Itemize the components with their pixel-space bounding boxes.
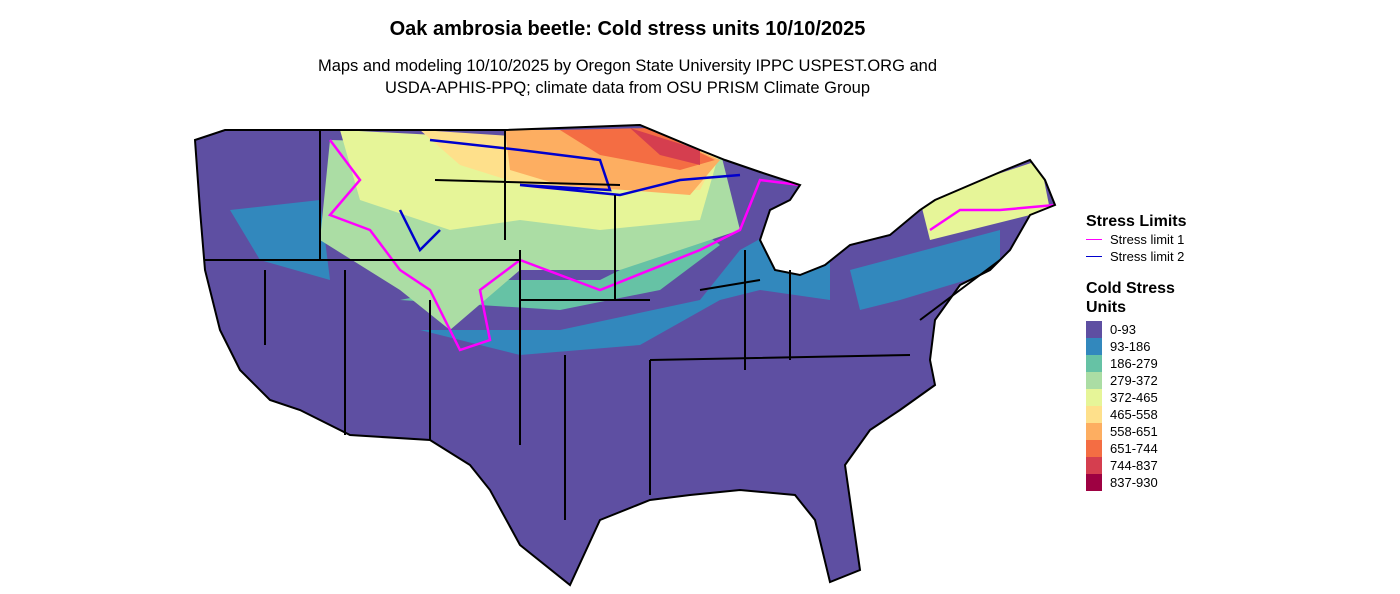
legend-group: 0-93 93-186 186-279 279-372 372-465 465-558 55… bbox=[1086, 321, 1186, 491]
map-title: Oak ambrosia beetle: Cold stress units 1… bbox=[389, 18, 866, 40]
legend-label: 465-558 bbox=[1110, 407, 1158, 422]
legend-swatch bbox=[1086, 338, 1102, 355]
legend-swatch bbox=[1086, 256, 1102, 257]
legend-label: 744-837 bbox=[1110, 458, 1158, 473]
legend-label: Stress limit 1 bbox=[1110, 232, 1185, 247]
map-subtitle: Maps and modeling 10/10/2025 by Oregon S… bbox=[0, 55, 1255, 99]
legend-swatch bbox=[1086, 372, 1102, 389]
subtitle-line: Maps and modeling 10/10/2025 by Oregon S… bbox=[317, 57, 938, 75]
legend-item: 0-93 bbox=[1086, 321, 1186, 338]
limit-line bbox=[398, 209, 441, 253]
legend-swatch bbox=[1086, 389, 1102, 406]
limit-line bbox=[327, 139, 801, 352]
legend-label: 558-651 bbox=[1110, 424, 1158, 439]
legend-swatch bbox=[1086, 440, 1102, 457]
legend-label: 372-465 bbox=[1110, 390, 1158, 405]
legend-label: 279-372 bbox=[1110, 373, 1158, 388]
legend-swatch bbox=[1086, 321, 1102, 338]
legend-label: 651-744 bbox=[1110, 441, 1158, 456]
legend-item: 651-744 bbox=[1086, 440, 1186, 457]
legend-swatch bbox=[1086, 406, 1102, 423]
state-lines bbox=[193, 123, 1057, 587]
legend-swatch bbox=[1086, 474, 1102, 491]
legend-swatch bbox=[1086, 355, 1102, 372]
legend-swatch bbox=[1086, 457, 1102, 474]
legend-title: Cold Stress bbox=[1086, 280, 1175, 297]
us-outline bbox=[193, 123, 1057, 587]
legend-label: 186-279 bbox=[1110, 356, 1158, 371]
limit-line bbox=[929, 203, 1055, 232]
region bbox=[630, 128, 700, 165]
legend-item: 465-558 bbox=[1086, 406, 1186, 423]
subtitle-line: USDA-APHIS-PPQ; climate data from OSU PR… bbox=[384, 79, 871, 97]
limit-line bbox=[429, 138, 741, 197]
legend-item: 93-186 bbox=[1086, 338, 1186, 355]
region bbox=[920, 160, 1050, 240]
legend-item: 279-372 bbox=[1086, 372, 1186, 389]
legend-item: 837-930 bbox=[1086, 474, 1186, 491]
legend-title: Units bbox=[1086, 299, 1126, 316]
legend-title: Stress Limits bbox=[1086, 213, 1187, 230]
legend-item: 186-279 bbox=[1086, 355, 1186, 372]
legend-item: 558-651 bbox=[1086, 423, 1186, 440]
legend-label: Stress limit 2 bbox=[1110, 249, 1185, 264]
legend-group: Stress limit 1 Stress limit 2 bbox=[1086, 231, 1186, 265]
region bbox=[420, 200, 830, 355]
region bbox=[850, 230, 1000, 310]
legend-swatch bbox=[1086, 239, 1102, 240]
map-body bbox=[195, 125, 1055, 585]
legend-label: 837-930 bbox=[1110, 475, 1158, 490]
legend-label: 93-186 bbox=[1110, 339, 1151, 354]
legend-item: Stress limit 1 bbox=[1086, 231, 1186, 248]
legend-item: 372-465 bbox=[1086, 389, 1186, 406]
region bbox=[560, 128, 715, 170]
legend-swatch bbox=[1086, 423, 1102, 440]
state-border bbox=[205, 130, 1001, 520]
legend-item: 744-837 bbox=[1086, 457, 1186, 474]
legend: Stress Limits Stress limit 1 Stress limit… bbox=[1086, 212, 1186, 491]
map bbox=[193, 123, 1057, 587]
legend-item: Stress limit 2 bbox=[1086, 248, 1186, 265]
legend-label: 0-93 bbox=[1110, 322, 1137, 337]
